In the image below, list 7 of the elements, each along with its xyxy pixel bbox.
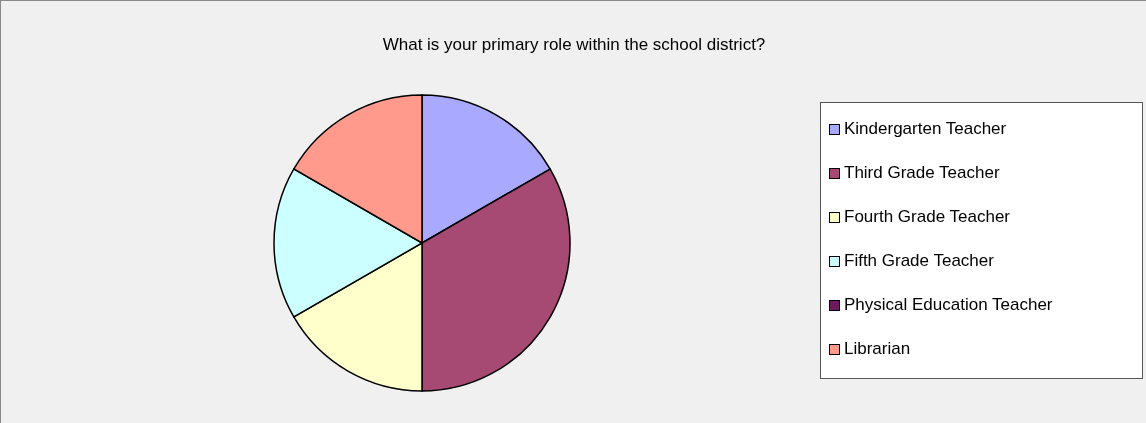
legend-label: Fourth Grade Teacher xyxy=(844,207,1010,227)
legend-label: Fifth Grade Teacher xyxy=(844,251,994,271)
legend-label: Librarian xyxy=(844,339,911,359)
chart-title: What is your primary role within the school district? xyxy=(381,35,767,55)
legend-label: Kindergarten Teacher xyxy=(844,119,1007,139)
legend-label: Third Grade Teacher xyxy=(844,163,1000,183)
legend-label: Physical Education Teacher xyxy=(844,295,1053,315)
